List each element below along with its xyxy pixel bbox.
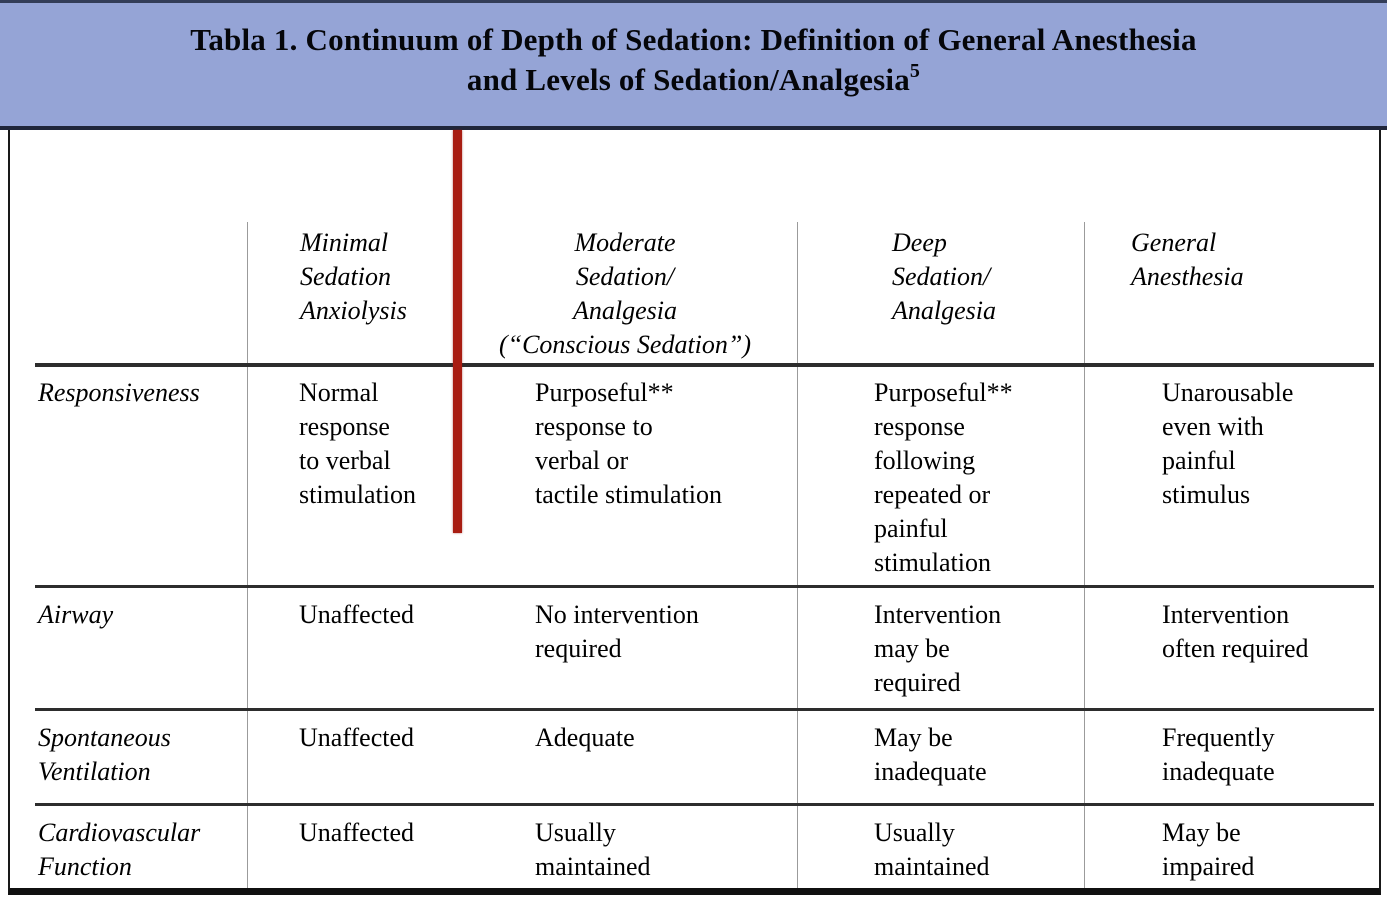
cell-ventilation-minimal: Unaffected (299, 723, 415, 752)
column-header-general-anesthesia: General Anesthesia (1131, 228, 1244, 291)
cell-cardiovascular-deep: Usually maintained (874, 818, 990, 881)
title-band: Tabla 1. Continuum of Depth of Sedation:… (0, 0, 1387, 126)
table-title: Tabla 1. Continuum of Depth of Sedation:… (0, 3, 1387, 100)
cell-responsiveness-general: Unarousable even with painful stimulus (1162, 378, 1294, 509)
corner-cell (10, 130, 247, 366)
cell-airway-minimal: Unaffected (299, 600, 415, 629)
column-header-moderate-sedation: Moderate Sedation/ Analgesia (“Conscious… (498, 228, 752, 359)
title-footnote-superscript: 5 (909, 59, 921, 82)
cell-cardiovascular-moderate: Usually maintained (535, 818, 651, 881)
column-separator-2 (797, 222, 798, 888)
column-header-minimal-sedation: Minimal Sedation Anxiolysis (300, 228, 407, 325)
column-header-deep-sedation: Deep Sedation/ Analgesia (892, 228, 996, 325)
cell-responsiveness-moderate: Purposeful** response to verbal or tacti… (535, 378, 723, 509)
header-row-separator (35, 363, 1374, 367)
row-separator-ventilation (35, 708, 1374, 711)
cell-ventilation-general: Frequently inadequate (1162, 723, 1275, 786)
band-bottom-rule (0, 126, 1387, 130)
row-label-cardiovascular-function: Cardiovascular Function (38, 818, 201, 881)
cell-airway-moderate: No intervention required (535, 600, 699, 663)
cell-cardiovascular-general: May be impaired (1162, 818, 1255, 881)
cell-airway-deep: Intervention may be required (874, 600, 1002, 697)
table-grid: Minimal Sedation Anxiolysis Moderate Sed… (10, 130, 1379, 888)
title-line-2: and Levels of Sedation/Analgesia (466, 62, 910, 97)
cell-responsiveness-deep: Purposeful** response following repeated… (874, 378, 1013, 577)
row-label-responsiveness: Responsiveness (38, 378, 200, 407)
row-label-spontaneous-ventilation: Spontaneous Ventilation (38, 723, 171, 786)
cell-responsiveness-minimal: Normal response to verbal stimulation (299, 378, 416, 509)
cell-ventilation-moderate: Adequate (535, 723, 635, 752)
cell-cardiovascular-minimal: Unaffected (299, 818, 415, 847)
row-label-airway: Airway (38, 600, 114, 629)
column-separator-1 (247, 222, 248, 888)
red-sedation-threshold-line (453, 130, 462, 533)
cell-ventilation-deep: May be inadequate (874, 723, 987, 786)
row-separator-cardiovascular (35, 803, 1374, 806)
row-separator-airway (35, 585, 1374, 588)
title-line-1: Tabla 1. Continuum of Depth of Sedation:… (190, 22, 1197, 57)
sedation-continuum-table: Minimal Sedation Anxiolysis Moderate Sed… (8, 130, 1381, 895)
column-separator-3 (1084, 222, 1085, 888)
cell-airway-general: Intervention often required (1162, 600, 1309, 663)
